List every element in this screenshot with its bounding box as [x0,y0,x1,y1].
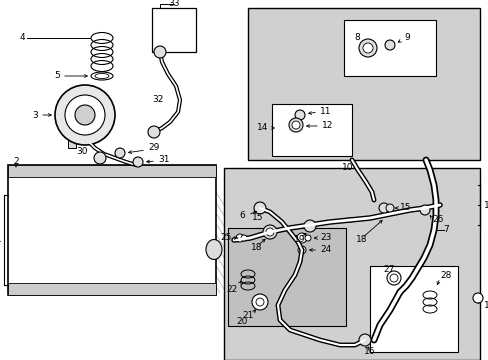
Text: 31: 31 [158,156,169,165]
Bar [271,104,351,156]
Circle shape [378,203,388,213]
Circle shape [253,202,265,214]
Circle shape [419,205,429,215]
Bar [227,228,346,326]
Ellipse shape [205,239,222,260]
Text: 18: 18 [356,235,367,244]
Circle shape [241,235,246,241]
Text: 22: 22 [226,285,238,294]
Text: 6: 6 [239,211,244,220]
Circle shape [384,40,394,50]
Bar [8,283,216,295]
Circle shape [389,274,397,282]
Circle shape [75,105,95,125]
Text: 13: 13 [483,301,488,310]
Text: 14: 14 [256,123,267,132]
Circle shape [94,152,106,164]
Text: 5: 5 [54,72,60,81]
Circle shape [55,85,115,145]
Text: 20: 20 [236,318,247,327]
Bar [152,8,196,52]
Circle shape [296,233,306,243]
Circle shape [265,228,273,236]
Text: 15: 15 [252,213,263,222]
Circle shape [472,293,482,303]
Text: 29: 29 [148,144,159,153]
Text: 32: 32 [152,95,163,104]
Text: 27: 27 [383,266,394,274]
Text: 24: 24 [319,246,330,255]
Text: 19: 19 [294,235,305,244]
Text: 7: 7 [442,225,448,234]
Text: 2: 2 [13,158,19,166]
Circle shape [251,294,267,310]
Text: 33: 33 [168,0,180,9]
Circle shape [288,118,303,132]
Text: 1: 1 [0,235,2,244]
Bar [369,266,457,352]
Circle shape [358,334,370,346]
Circle shape [358,39,376,57]
Text: 21: 21 [242,311,253,320]
Text: 10: 10 [341,163,353,172]
Circle shape [294,110,305,120]
Text: 23: 23 [319,234,331,243]
Ellipse shape [91,72,113,80]
Circle shape [291,121,299,129]
Text: 18: 18 [251,243,262,252]
Ellipse shape [95,73,109,78]
Text: 12: 12 [321,122,333,130]
Circle shape [386,271,400,285]
Text: 30: 30 [76,148,88,157]
Text: 3: 3 [32,111,38,120]
Text: 28: 28 [439,270,450,279]
Circle shape [256,298,264,306]
Text: 16: 16 [364,347,375,356]
Circle shape [263,225,276,239]
Circle shape [304,220,315,232]
Bar [68,138,76,148]
Text: 15: 15 [399,203,411,212]
Text: 17: 17 [483,201,488,210]
Text: 26: 26 [431,216,443,225]
Circle shape [133,157,142,167]
Circle shape [65,95,105,135]
Text: 25: 25 [220,234,231,243]
Circle shape [148,126,160,138]
Text: 9: 9 [403,33,409,42]
Bar [8,165,216,177]
Circle shape [385,204,393,212]
Circle shape [154,46,165,58]
Circle shape [305,235,310,241]
Circle shape [236,234,244,242]
Bar [343,20,435,76]
Circle shape [362,43,372,53]
Bar [224,168,479,360]
Text: 8: 8 [353,33,359,42]
Text: 4: 4 [20,33,25,42]
Bar [247,8,479,160]
Bar [8,165,216,295]
Text: 11: 11 [319,108,331,117]
Circle shape [115,148,125,158]
Circle shape [297,246,305,254]
